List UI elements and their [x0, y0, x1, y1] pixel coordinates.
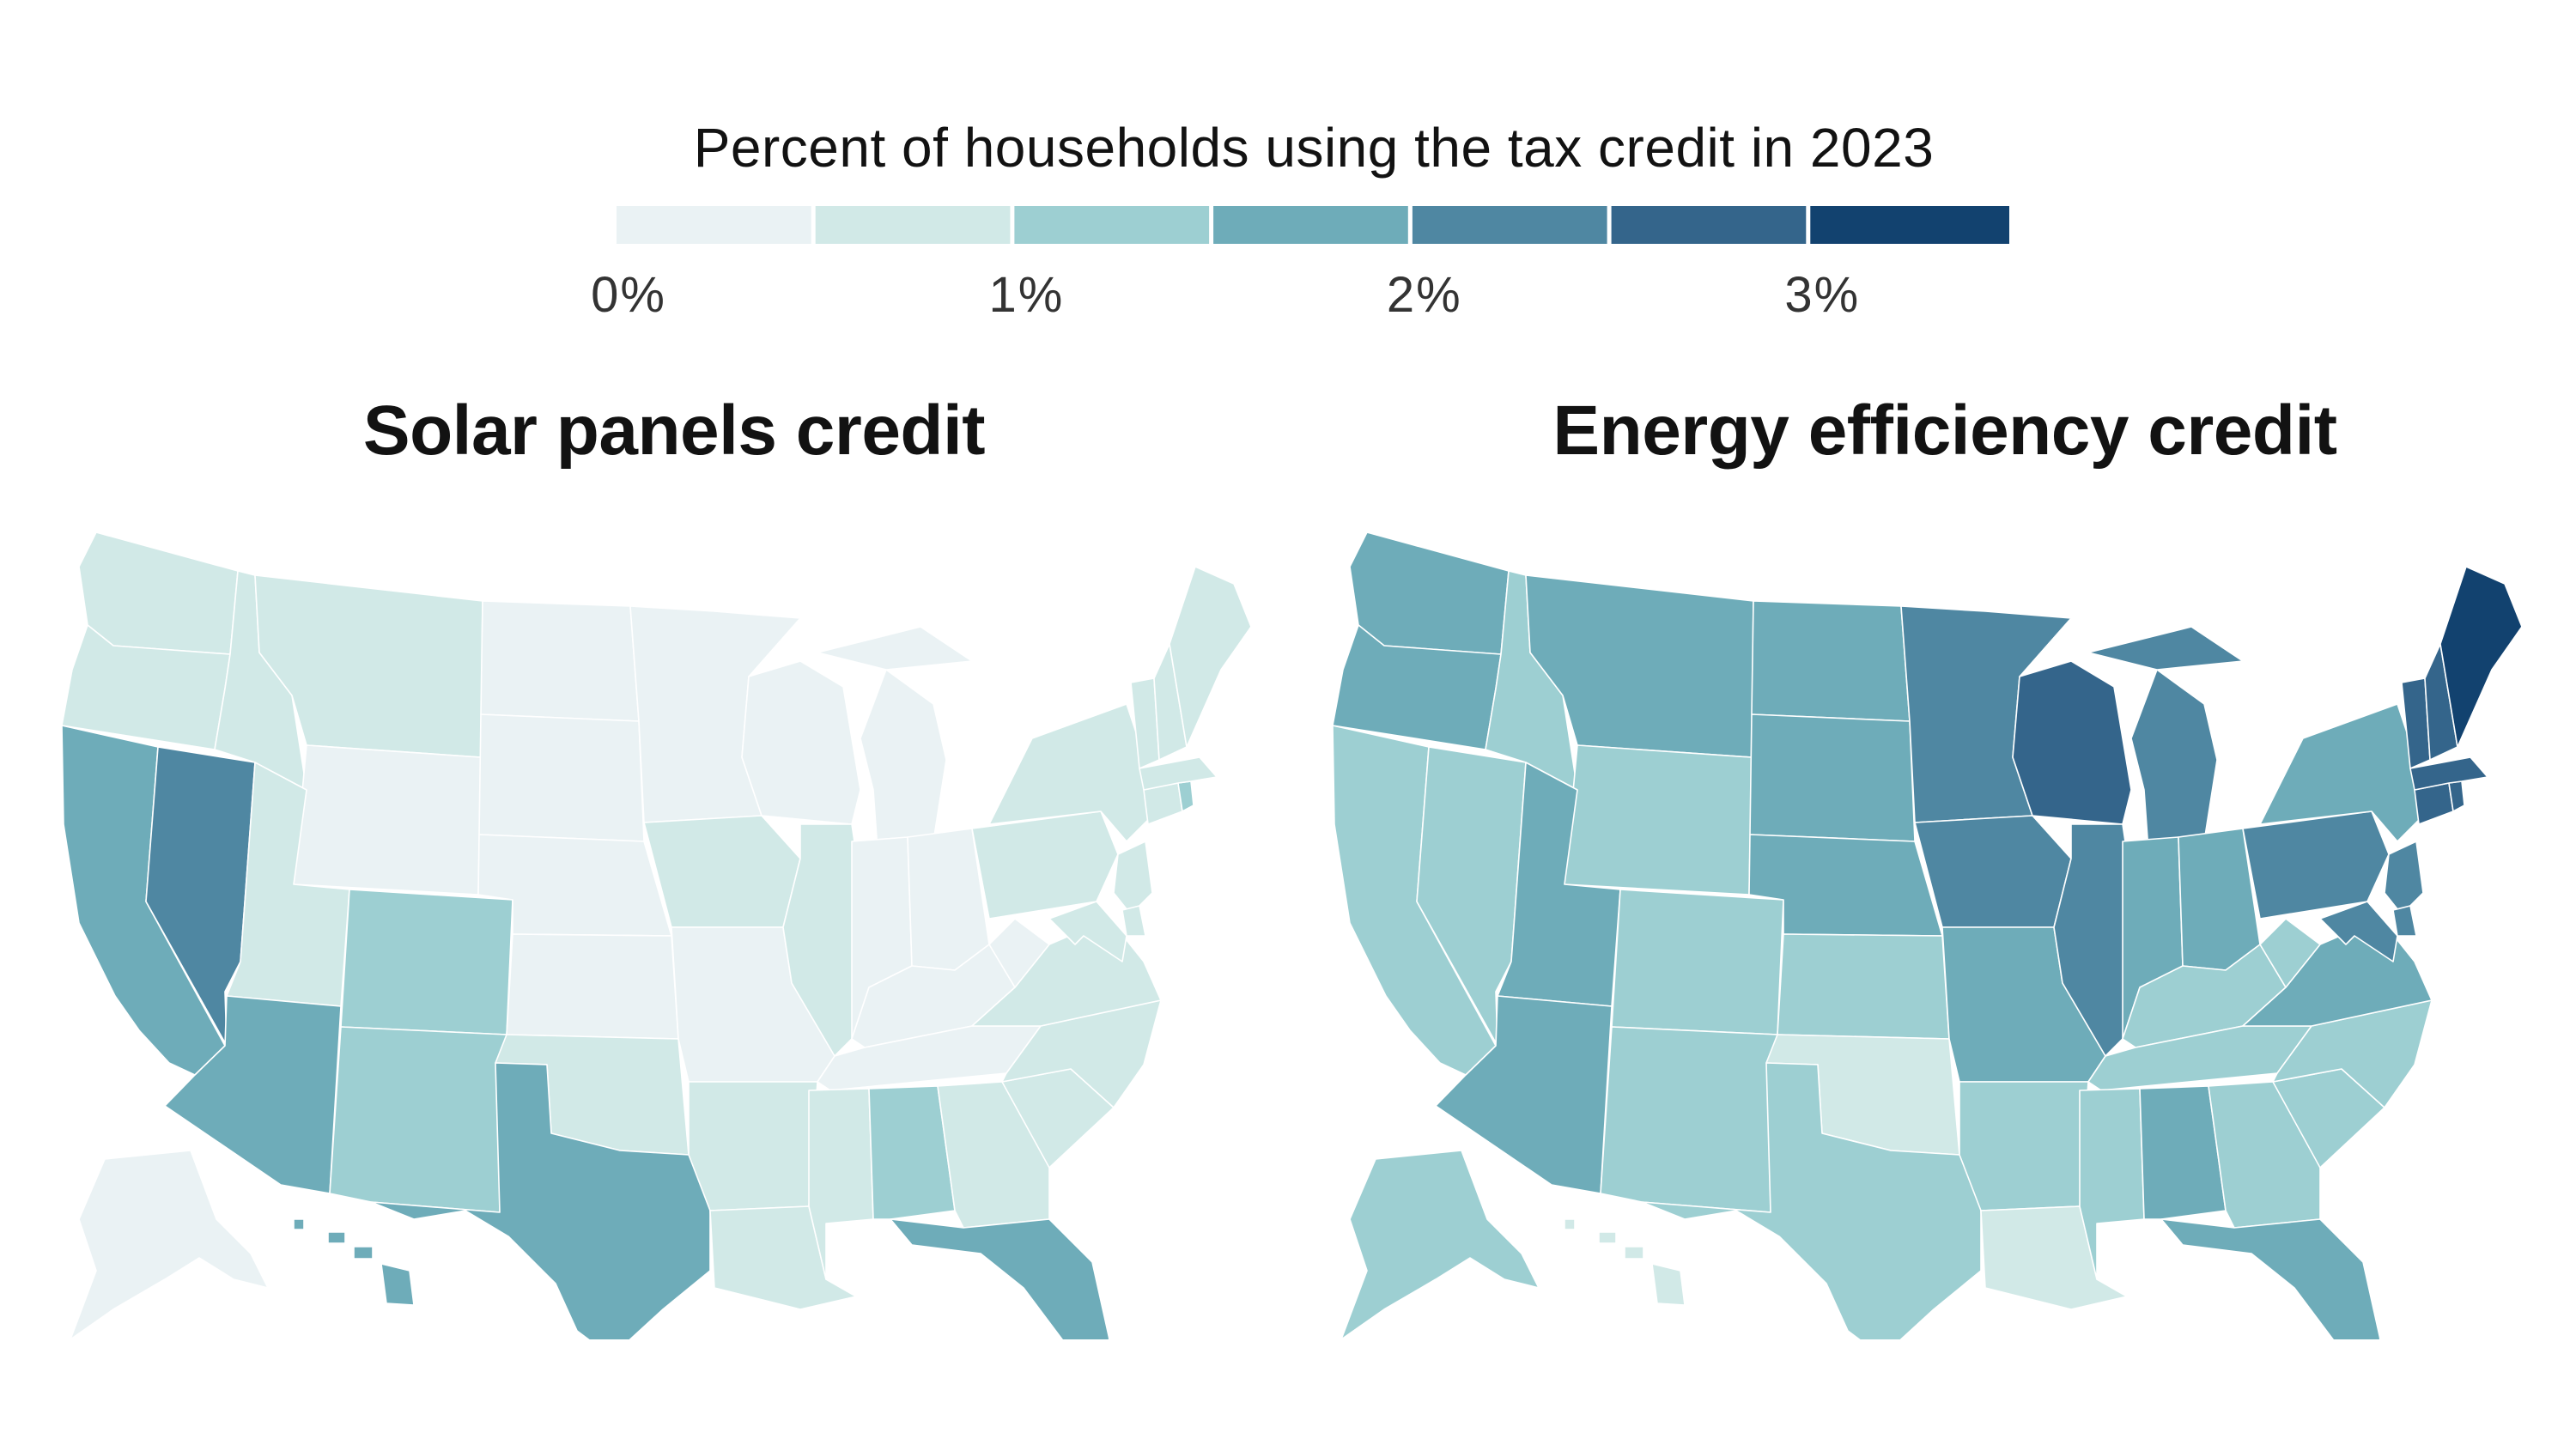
state-ks: [1777, 933, 1950, 1040]
state-wa: [1349, 531, 1510, 655]
legend-swatch-3: [1213, 206, 1408, 244]
legend-tick-2: 2%: [1386, 267, 1462, 323]
legend-swatch-5: [1611, 206, 1807, 244]
state-nj: [2384, 841, 2424, 915]
state-ar: [1959, 1081, 2089, 1211]
state-wy: [293, 744, 482, 895]
solar-panels-map: [61, 531, 1252, 1339]
state-tx: [1641, 1062, 1982, 1339]
state-ma: [1139, 756, 1218, 791]
state-co: [340, 889, 513, 1035]
state-wa: [78, 531, 239, 655]
state-fl: [890, 1218, 1110, 1339]
state-fl: [2160, 1218, 2381, 1339]
state-nd: [1751, 600, 1911, 722]
state-ak: [1340, 1150, 1540, 1339]
legend-swatch-1: [815, 206, 1011, 244]
state-ks: [506, 933, 679, 1040]
legend-swatch-4: [1412, 206, 1607, 244]
color-scale-ticks: 0% 1% 2% 3%: [0, 266, 2576, 335]
legend-title: Percent of households using the tax cred…: [693, 117, 1935, 179]
state-ia: [1914, 815, 2072, 928]
legend-swatch-2: [1014, 206, 1210, 244]
color-scale-bar: [617, 206, 2009, 244]
legend-tick-0: 0%: [591, 267, 666, 323]
state-hi: [1564, 1218, 1686, 1306]
state-nm: [329, 1026, 507, 1213]
state-wy: [1564, 744, 1753, 895]
state-me: [1169, 566, 1252, 748]
state-ak: [70, 1150, 269, 1339]
state-wv: [2259, 918, 2321, 988]
state-az: [164, 995, 342, 1194]
state-md: [2319, 901, 2398, 962]
state-tx: [370, 1062, 711, 1339]
state-de: [2392, 905, 2417, 937]
state-ma: [2409, 756, 2488, 791]
legend-tick-1: 1%: [988, 267, 1065, 323]
state-sd: [1749, 713, 1916, 842]
solar-map-title: Solar panels credit: [362, 392, 986, 470]
state-ia: [643, 815, 801, 928]
legend-tick-3: 3%: [1784, 267, 1861, 323]
state-sd: [478, 713, 645, 842]
state-hi: [293, 1218, 415, 1306]
state-co: [1611, 889, 1784, 1035]
efficiency-map-title: Energy efficiency credit: [1552, 392, 2337, 470]
state-nm: [1600, 1026, 1778, 1213]
state-wi: [2012, 660, 2132, 825]
legend-swatch-0: [617, 206, 811, 244]
state-md: [1048, 901, 1127, 962]
state-ar: [688, 1081, 818, 1211]
state-al: [2139, 1085, 2227, 1220]
state-al: [868, 1085, 956, 1220]
state-nj: [1113, 841, 1153, 915]
energy-efficiency-map: [1332, 531, 2523, 1339]
state-nd: [480, 600, 640, 722]
state-wv: [988, 918, 1050, 988]
legend-swatch-6: [1810, 206, 2009, 244]
state-az: [1435, 995, 1613, 1194]
state-me: [2439, 566, 2523, 748]
state-wi: [741, 660, 861, 825]
state-de: [1121, 905, 1146, 937]
